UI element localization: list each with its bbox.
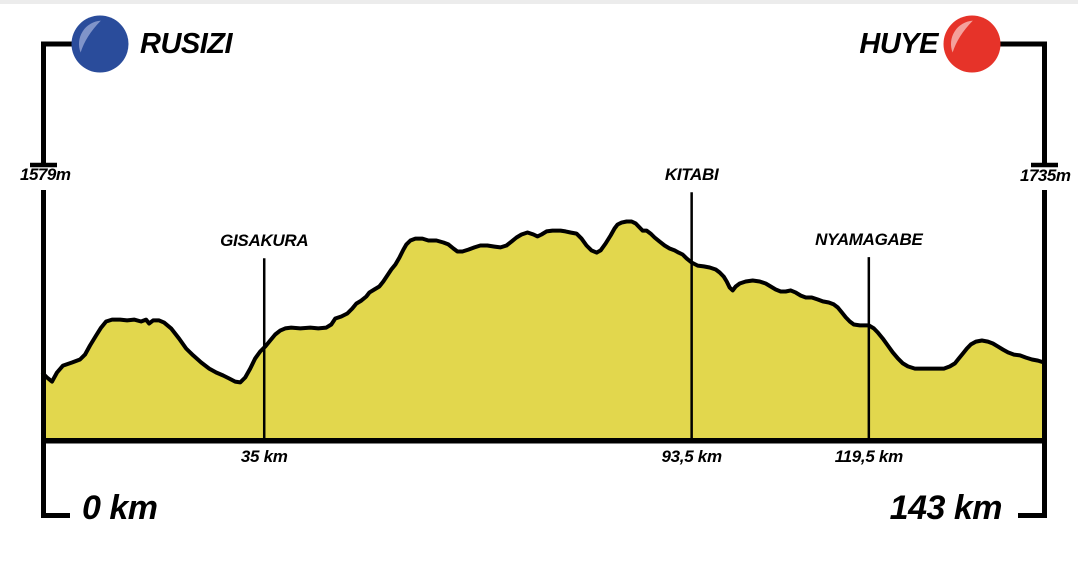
waypoint-km-label-kitabi: 93,5 km (661, 447, 723, 466)
finish-km-label: 143 km (889, 489, 1003, 527)
finish-elevation-label: 1735m (1020, 166, 1071, 185)
finish-city-label: HUYE (859, 28, 938, 60)
finish-km-bracket (1018, 443, 1047, 518)
finish-dot-highlight-icon (950, 20, 973, 53)
start-elevation-label: 1579m (20, 165, 71, 184)
top-border-band (0, 0, 1078, 4)
start-dot-highlight-icon (78, 20, 101, 53)
waypoint-km-label-gisakura: 35 km (240, 447, 288, 466)
waypoint-km-label-nyamagabe: 119,5 km (834, 447, 903, 466)
elevation-area (43, 221, 1044, 441)
waypoint-label-nyamagabe: NYAMAGABE (815, 230, 923, 250)
start-city-label: RUSIZI (140, 28, 233, 60)
waypoint-label-gisakura: GISAKURA (220, 231, 309, 251)
waypoint-label-kitabi: KITABI (664, 165, 719, 185)
start-km-bracket (41, 443, 70, 518)
baseline-axis (43, 438, 1047, 444)
start-km-label: 0 km (82, 489, 158, 527)
